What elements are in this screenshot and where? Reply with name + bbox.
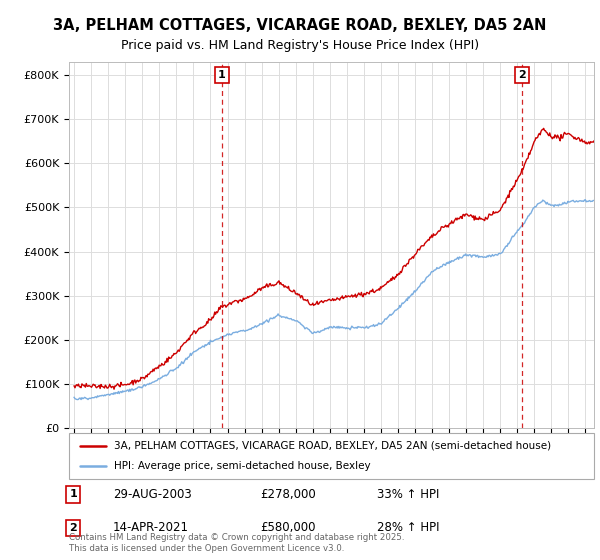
Text: 3A, PELHAM COTTAGES, VICARAGE ROAD, BEXLEY, DA5 2AN (semi-detached house): 3A, PELHAM COTTAGES, VICARAGE ROAD, BEXL… <box>113 441 551 451</box>
Text: 33% ↑ HPI: 33% ↑ HPI <box>377 488 439 501</box>
Text: £278,000: £278,000 <box>260 488 316 501</box>
Text: 1: 1 <box>218 70 226 80</box>
Text: 2: 2 <box>70 523 77 533</box>
Text: 28% ↑ HPI: 28% ↑ HPI <box>377 521 439 534</box>
Text: £580,000: £580,000 <box>260 521 316 534</box>
Text: 29-AUG-2003: 29-AUG-2003 <box>113 488 191 501</box>
Text: HPI: Average price, semi-detached house, Bexley: HPI: Average price, semi-detached house,… <box>113 461 370 471</box>
FancyBboxPatch shape <box>69 433 594 479</box>
Text: 3A, PELHAM COTTAGES, VICARAGE ROAD, BEXLEY, DA5 2AN: 3A, PELHAM COTTAGES, VICARAGE ROAD, BEXL… <box>53 18 547 32</box>
Text: Contains HM Land Registry data © Crown copyright and database right 2025.
This d: Contains HM Land Registry data © Crown c… <box>69 533 404 553</box>
Text: 2: 2 <box>518 70 526 80</box>
Text: 1: 1 <box>70 489 77 500</box>
Text: 14-APR-2021: 14-APR-2021 <box>113 521 189 534</box>
Text: Price paid vs. HM Land Registry's House Price Index (HPI): Price paid vs. HM Land Registry's House … <box>121 39 479 53</box>
